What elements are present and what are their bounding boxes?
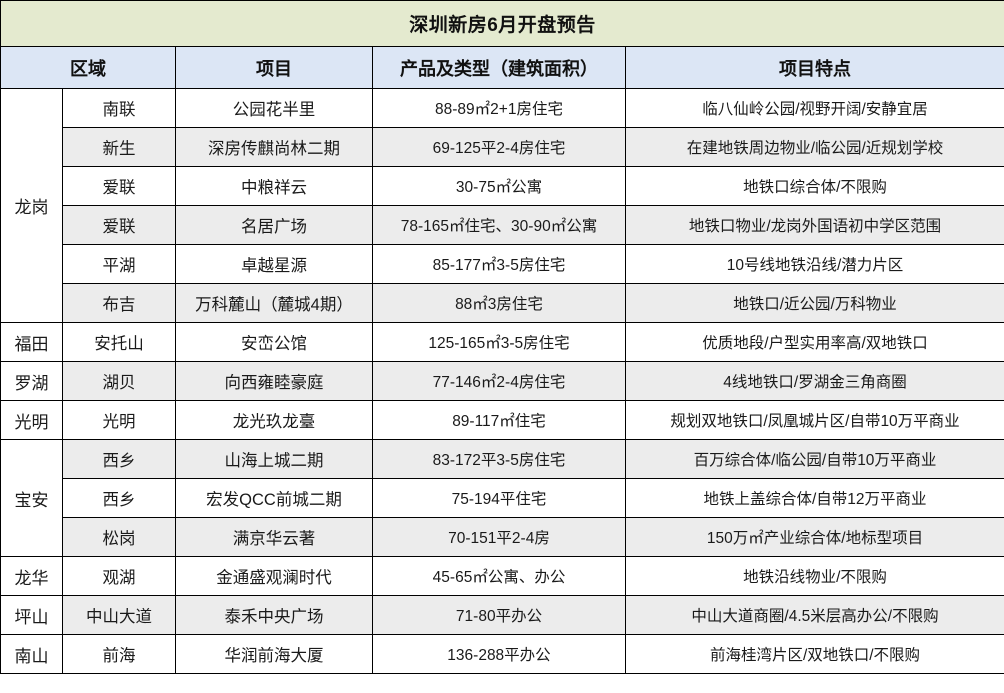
table-row: 罗湖 湖贝 向西雍睦豪庭 77-146㎡2-4房住宅 4线地铁口/罗湖金三角商圈 — [0, 361, 1004, 401]
features-cell: 地铁沿线物业/不限购 — [624, 556, 1004, 596]
district-cell: 福田 — [0, 322, 63, 362]
table-row: 新生 深房传麒尚林二期 69-125平2-4房住宅 在建地铁周边物业/临公园/近规划学… — [1, 127, 1004, 167]
table-row: 光明 光明 龙光玖龙臺 89-117㎡住宅 规划双地铁口/凤凰城片区/自带10万平商业 — [0, 400, 1004, 440]
product-cell: 136-288平办公 — [372, 634, 626, 674]
listing-table: 深圳新房6月开盘预告 区域 项目 产品及类型（建筑面积） 项目特点 龙岗 南联 公园… — [0, 0, 1004, 674]
area-cell: 光明 — [62, 400, 176, 440]
project-cell: 泰禾中央广场 — [175, 595, 373, 635]
district-cell: 龙岗 — [0, 88, 63, 323]
product-cell: 71-80平办公 — [372, 595, 626, 635]
column-header-region: 区域 — [0, 46, 176, 89]
table-row: 龙岗 南联 公园花半里 88-89㎡2+1房住宅 临八仙岭公园/视野开阔/安静宜居 — [0, 88, 1004, 323]
project-cell: 华润前海大厦 — [175, 634, 373, 674]
district-cell: 坪山 — [0, 595, 63, 635]
features-cell: 4线地铁口/罗湖金三角商圈 — [624, 361, 1004, 401]
project-cell: 宏发QCC前城二期 — [175, 478, 373, 518]
area-cell: 爱联 — [62, 205, 176, 245]
product-cell: 69-125平2-4房住宅 — [372, 127, 626, 167]
area-cell: 西乡 — [62, 478, 176, 518]
features-cell: 地铁口/近公园/万科物业 — [624, 283, 1004, 323]
project-cell: 中粮祥云 — [175, 166, 373, 206]
area-cell: 安托山 — [62, 322, 176, 362]
table-row: 福田 安托山 安峦公馆 125-165㎡3-5房住宅 优质地段/户型实用率高/双地铁口 — [0, 322, 1004, 362]
project-cell: 满京华云著 — [175, 517, 373, 557]
table-row: 宝安 西乡 山海上城二期 83-172平3-5房住宅 百万综合体/临公园/自带10万平商… — [0, 439, 1004, 557]
features-cell: 10号线地铁沿线/潜力片区 — [624, 244, 1004, 284]
features-cell: 150万㎡产业综合体/地标型项目 — [624, 517, 1004, 557]
features-cell: 优质地段/户型实用率高/双地铁口 — [624, 322, 1004, 362]
product-cell: 75-194平住宅 — [372, 478, 626, 518]
district-cell: 罗湖 — [0, 361, 63, 401]
table-row: 南山 前海 华润前海大厦 136-288平办公 前海桂湾片区/双地铁口/不限购 — [0, 634, 1004, 674]
area-cell: 平湖 — [62, 244, 176, 284]
table-row: 龙华 观湖 金通盛观澜时代 45-65㎡公寓、办公 地铁沿线物业/不限购 — [0, 556, 1004, 596]
district-cell: 宝安 — [0, 439, 63, 557]
features-cell: 中山大道商圈/4.5米层高办公/不限购 — [624, 595, 1004, 635]
features-cell: 前海桂湾片区/双地铁口/不限购 — [624, 634, 1004, 674]
table-row: 松岗 满京华云著 70-151平2-4房 150万㎡产业综合体/地标型项目 — [1, 517, 1004, 557]
product-cell: 30-75㎡公寓 — [372, 166, 626, 206]
area-cell: 前海 — [62, 634, 176, 674]
area-cell: 观湖 — [62, 556, 176, 596]
product-cell: 88-89㎡2+1房住宅 — [372, 88, 626, 128]
district-cell: 龙华 — [0, 556, 63, 596]
district-cell: 光明 — [0, 400, 63, 440]
area-cell: 布吉 — [62, 283, 176, 323]
area-cell: 松岗 — [62, 517, 176, 557]
table-row: 坪山 中山大道 泰禾中央广场 71-80平办公 中山大道商圈/4.5米层高办公/不限购 — [0, 595, 1004, 635]
product-cell: 125-165㎡3-5房住宅 — [372, 322, 626, 362]
features-cell: 临八仙岭公园/视野开阔/安静宜居 — [624, 88, 1004, 128]
features-cell: 地铁上盖综合体/自带12万平商业 — [624, 478, 1004, 518]
table-row: 平湖 卓越星源 85-177㎡3-5房住宅 10号线地铁沿线/潜力片区 — [1, 244, 1004, 284]
table-row: 布吉 万科麓山（麓城4期） 88㎡3房住宅 地铁口/近公园/万科物业 — [1, 283, 1004, 323]
column-header-product: 产品及类型（建筑面积） — [372, 46, 626, 89]
district-cell: 南山 — [0, 634, 63, 674]
header-row: 区域 项目 产品及类型（建筑面积） 项目特点 — [0, 46, 1004, 89]
area-cell: 新生 — [62, 127, 176, 167]
area-cell: 西乡 — [62, 439, 176, 479]
product-cell: 78-165㎡住宅、30-90㎡公寓 — [372, 205, 626, 245]
table-title: 深圳新房6月开盘预告 — [0, 0, 1004, 47]
column-header-features: 项目特点 — [624, 46, 1004, 89]
title-row: 深圳新房6月开盘预告 — [0, 0, 1004, 47]
project-cell: 山海上城二期 — [175, 439, 373, 479]
features-cell: 百万综合体/临公园/自带10万平商业 — [624, 439, 1004, 479]
project-cell: 深房传麒尚林二期 — [175, 127, 373, 167]
product-cell: 70-151平2-4房 — [372, 517, 626, 557]
area-cell: 南联 — [62, 88, 176, 128]
product-cell: 77-146㎡2-4房住宅 — [372, 361, 626, 401]
project-cell: 向西雍睦豪庭 — [175, 361, 373, 401]
project-cell: 万科麓山（麓城4期） — [175, 283, 373, 323]
area-cell: 中山大道 — [62, 595, 176, 635]
area-cell: 爱联 — [62, 166, 176, 206]
features-cell: 规划双地铁口/凤凰城片区/自带10万平商业 — [624, 400, 1004, 440]
table-row: 西乡 宏发QCC前城二期 75-194平住宅 地铁上盖综合体/自带12万平商业 — [1, 478, 1004, 518]
project-cell: 名居广场 — [175, 205, 373, 245]
table-row: 爱联 中粮祥云 30-75㎡公寓 地铁口综合体/不限购 — [1, 166, 1004, 206]
project-cell: 龙光玖龙臺 — [175, 400, 373, 440]
project-cell: 卓越星源 — [175, 244, 373, 284]
features-cell: 在建地铁周边物业/临公园/近规划学校 — [624, 127, 1004, 167]
project-cell: 金通盛观澜时代 — [175, 556, 373, 596]
table-row: 爱联 名居广场 78-165㎡住宅、30-90㎡公寓 地铁口物业/龙岗外国语初中学区范… — [1, 205, 1004, 245]
features-cell: 地铁口综合体/不限购 — [624, 166, 1004, 206]
product-cell: 45-65㎡公寓、办公 — [372, 556, 626, 596]
area-cell: 湖贝 — [62, 361, 176, 401]
column-header-project: 项目 — [175, 46, 373, 89]
product-cell: 85-177㎡3-5房住宅 — [372, 244, 626, 284]
project-cell: 公园花半里 — [175, 88, 373, 128]
project-cell: 安峦公馆 — [175, 322, 373, 362]
features-cell: 地铁口物业/龙岗外国语初中学区范围 — [624, 205, 1004, 245]
product-cell: 89-117㎡住宅 — [372, 400, 626, 440]
product-cell: 83-172平3-5房住宅 — [372, 439, 626, 479]
product-cell: 88㎡3房住宅 — [372, 283, 626, 323]
